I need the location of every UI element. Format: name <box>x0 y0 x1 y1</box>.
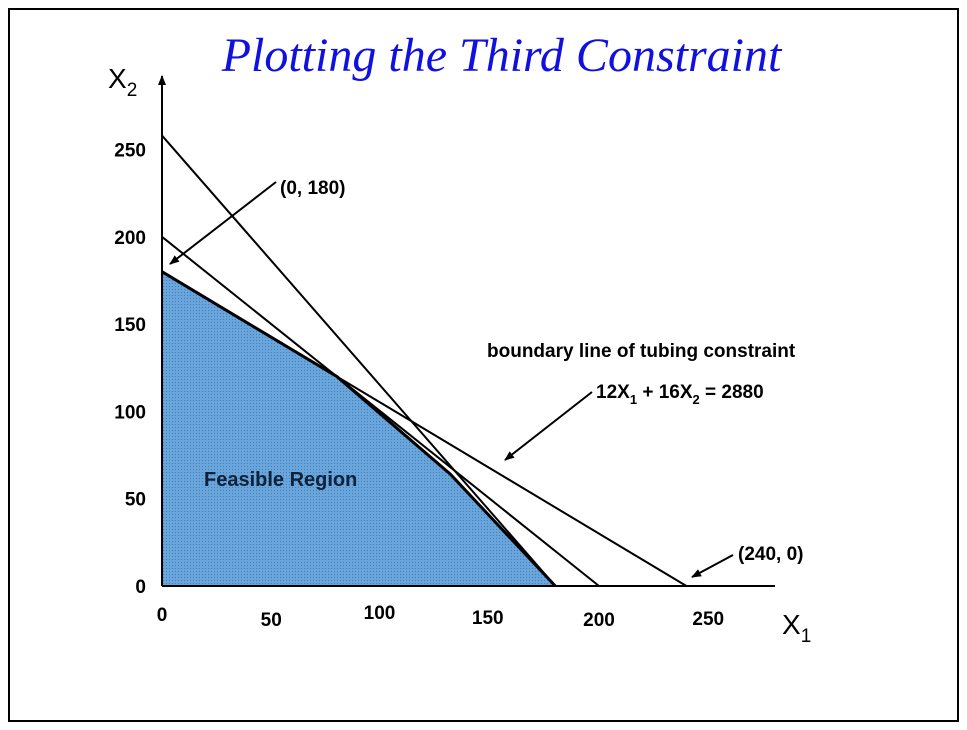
annotation-tubing-boundary: boundary line of tubing constraint <box>487 341 796 362</box>
x-tick-label: 100 <box>364 603 396 624</box>
y-tick-label: 250 <box>114 141 146 162</box>
y-tick-label: 50 <box>125 490 146 511</box>
x-tick-label: 50 <box>261 610 282 631</box>
arrow-tubing-boundary <box>504 391 593 461</box>
feasible-region-label: Feasible Region <box>204 469 357 491</box>
feasible-region <box>162 271 556 586</box>
x-tick-label: 200 <box>583 610 615 631</box>
y-tick-label: 0 <box>135 577 146 598</box>
y-tick-label: 200 <box>114 228 146 249</box>
arrow-0-180 <box>169 181 277 265</box>
x-tick-label: 250 <box>692 609 724 630</box>
arrow-240-0 <box>691 554 734 578</box>
y-tick-label: 100 <box>114 402 146 423</box>
annotation-240-0: (240, 0) <box>738 544 803 565</box>
chart-title: Plotting the Third Constraint <box>221 29 782 82</box>
x-tick-label: 150 <box>472 608 504 629</box>
constraint-line-1 <box>161 270 687 587</box>
y-axis-label: X2 <box>108 63 137 101</box>
constraint-line-2 <box>161 236 600 587</box>
x-tick-label: 0 <box>157 605 168 626</box>
annotation-0-180: (0, 180) <box>280 178 345 199</box>
constraint-line-3 <box>161 134 557 587</box>
y-tick-label: 150 <box>114 315 146 336</box>
constraint-equation: 12X1 + 16X2 = 2880 <box>596 382 764 407</box>
x-axis-label: X1 <box>782 609 811 647</box>
slide-frame <box>8 8 959 722</box>
